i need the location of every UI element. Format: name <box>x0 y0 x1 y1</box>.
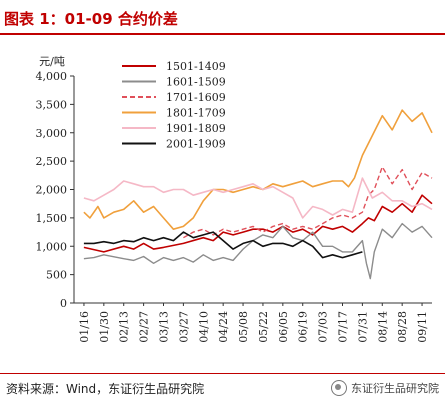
series-line-1801-1709 <box>83 109 433 230</box>
y-tick-label: 1,500 <box>36 212 68 225</box>
legend-label-2001-1909: 2001-1909 <box>166 138 226 151</box>
x-tick-label: 06/19 <box>297 311 310 343</box>
x-tick-label: 01/16 <box>78 311 91 343</box>
watermark: 东证衍生品研究院 <box>331 380 439 396</box>
x-tick-label: 07/03 <box>317 311 330 343</box>
x-tick-label: 01/30 <box>98 311 111 343</box>
series-line-1701-1609 <box>183 166 433 239</box>
y-tick-label: 3,500 <box>36 98 68 111</box>
x-tick-label: 06/05 <box>277 311 290 343</box>
y-tick-label: 4,000 <box>36 70 68 83</box>
series-line-1601-1509 <box>83 222 433 280</box>
x-tick-label: 05/08 <box>237 311 250 343</box>
x-tick-label: 02/27 <box>138 311 151 343</box>
legend-label-1701-1609: 1701-1609 <box>166 91 226 104</box>
legend-label-1801-1709: 1801-1709 <box>166 107 226 120</box>
y-axis-label: 元/吨 <box>39 55 65 68</box>
x-tick-label: 03/13 <box>158 311 171 343</box>
legend-label-1601-1509: 1601-1509 <box>166 76 226 89</box>
x-tick-label: 02/13 <box>118 311 131 343</box>
watermark-text: 东证衍生品研究院 <box>351 382 439 395</box>
y-tick-label: 0 <box>60 297 67 310</box>
y-tick-label: 2,000 <box>36 184 68 197</box>
x-tick-label: 03/27 <box>177 311 190 343</box>
y-tick-label: 500 <box>46 269 67 282</box>
y-tick-label: 2,500 <box>36 155 68 168</box>
title-rule <box>0 33 445 35</box>
x-tick-label: 09/11 <box>416 311 429 343</box>
x-tick-label: 07/17 <box>337 311 350 343</box>
footer-rule <box>0 373 445 374</box>
x-tick-label: 04/10 <box>197 311 210 343</box>
x-tick-label: 08/14 <box>376 311 389 343</box>
x-tick-label: 04/24 <box>217 311 230 343</box>
x-tick-label: 08/28 <box>396 311 409 343</box>
legend-label-1901-1809: 1901-1809 <box>166 122 226 135</box>
y-tick-label: 3,000 <box>36 127 68 140</box>
x-tick-label: 07/31 <box>356 311 369 343</box>
chart-title: 图表 1：01-09 合约价差 <box>4 10 178 28</box>
x-tick-label: 05/22 <box>257 311 270 343</box>
y-tick-label: 1,000 <box>36 240 68 253</box>
series-line-2001-1909 <box>83 231 363 259</box>
legend-label-1501-1409: 1501-1409 <box>166 60 226 73</box>
series-line-1901-1809 <box>83 177 433 219</box>
source-note: 资料来源：Wind，东证衍生品研究院 <box>6 382 205 396</box>
wechat-icon <box>331 380 347 396</box>
